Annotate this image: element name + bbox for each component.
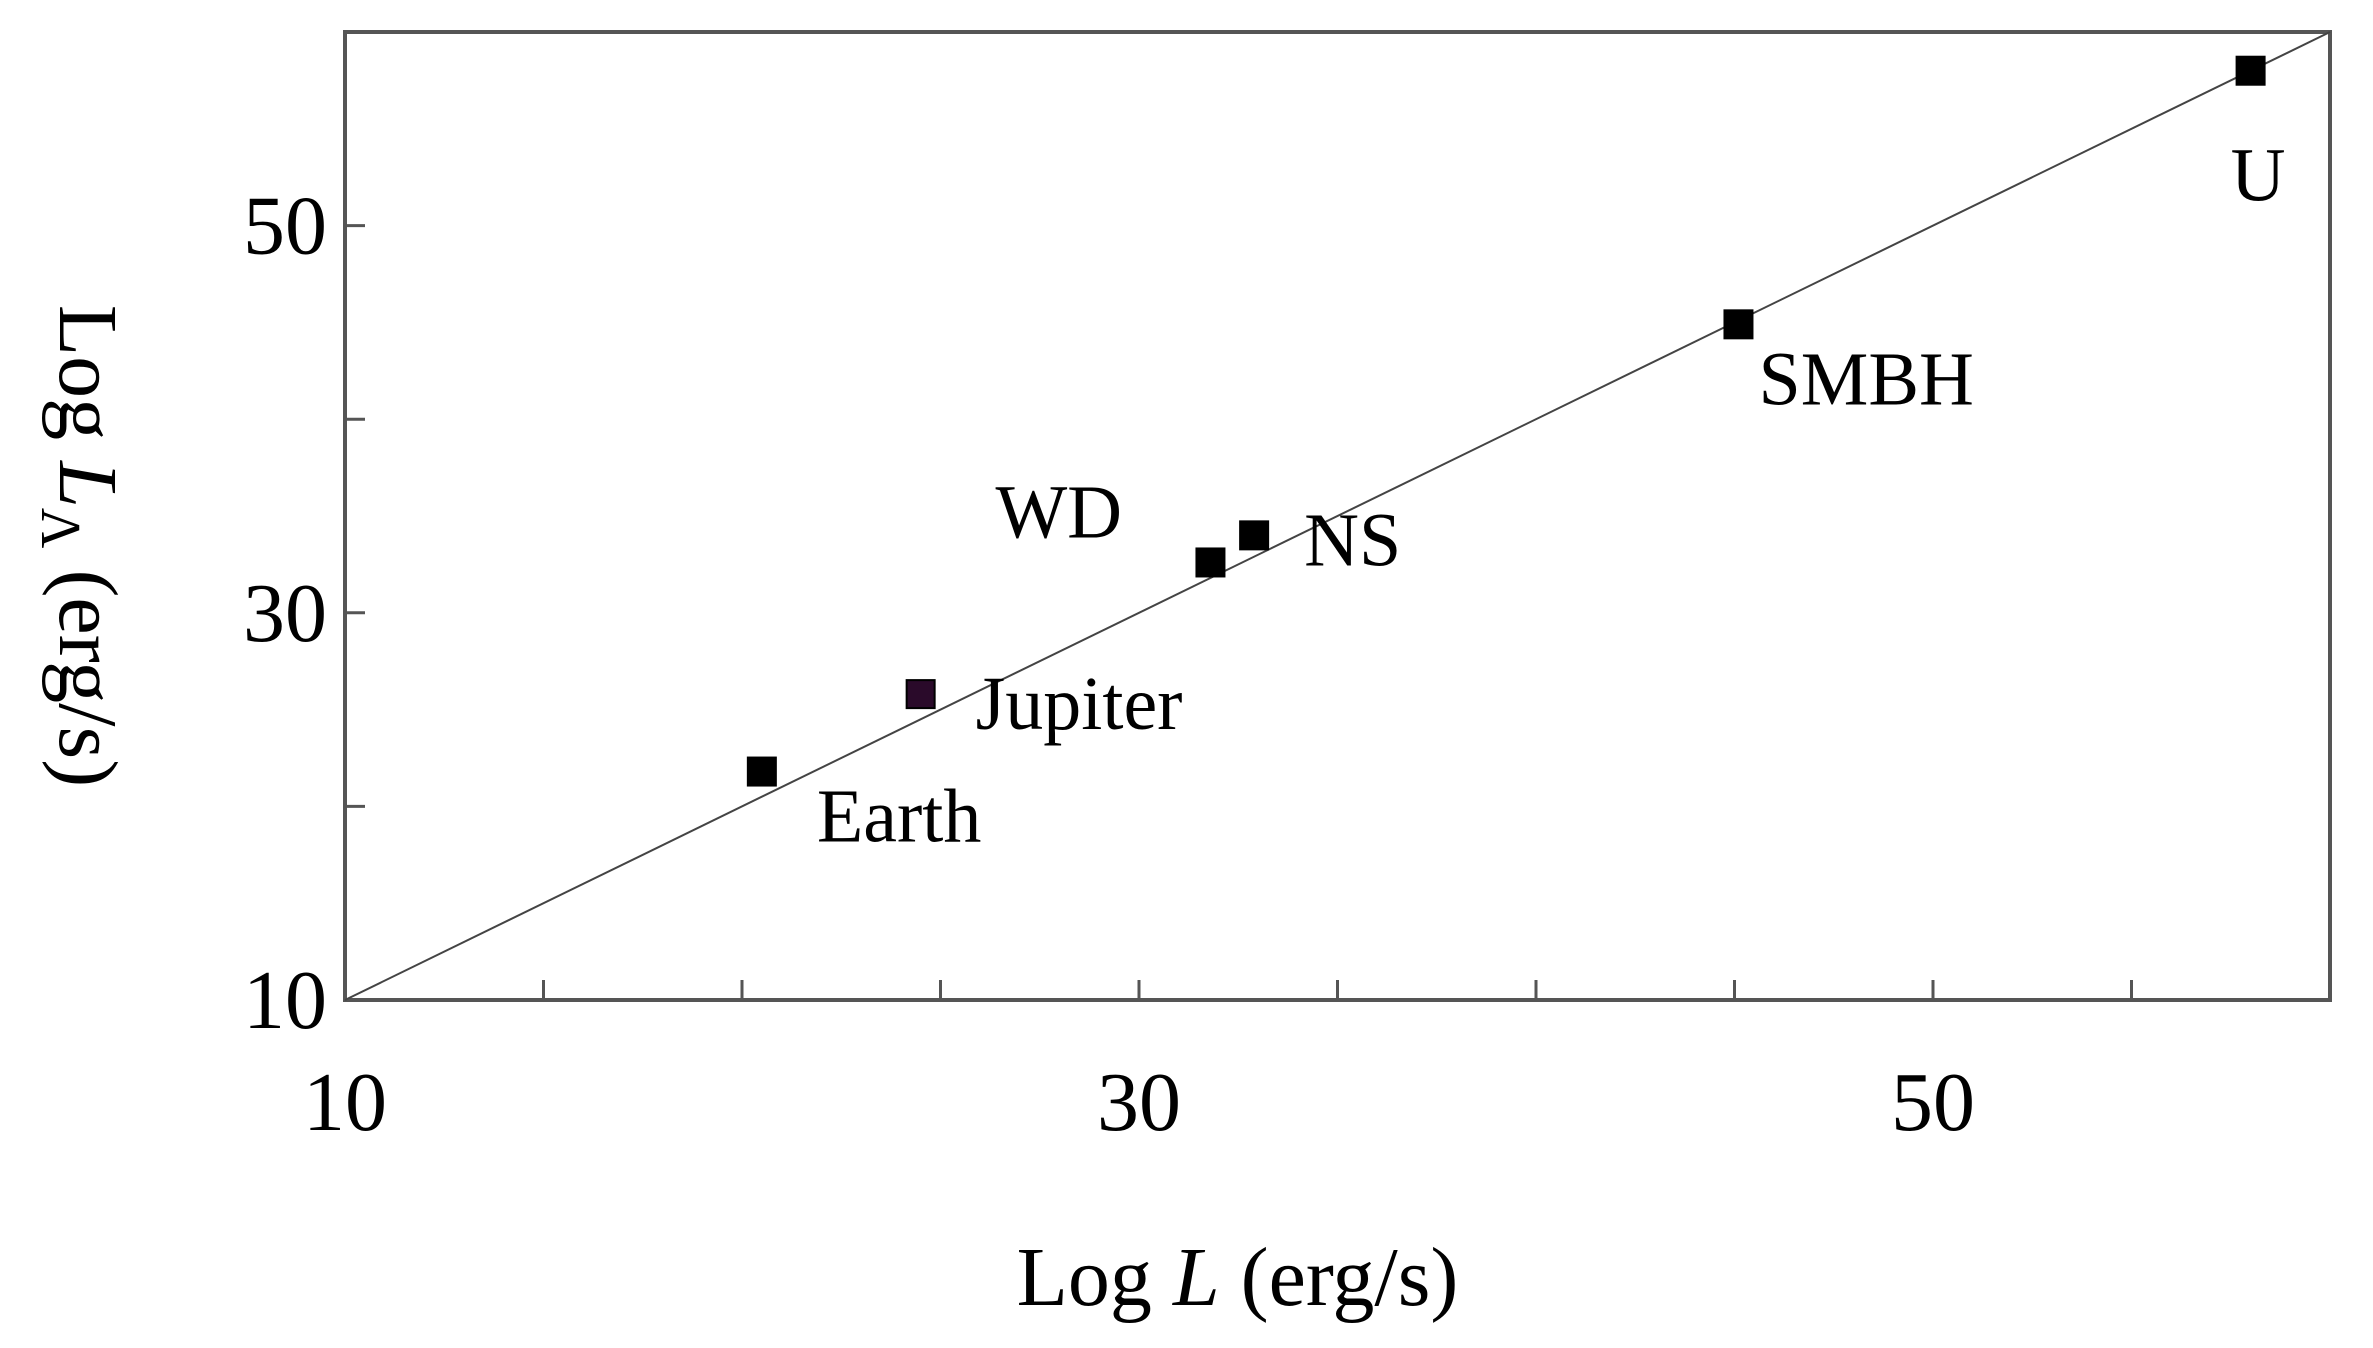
- x-tick-label: 30: [1097, 1056, 1181, 1149]
- point-label-wd: WD: [995, 470, 1122, 554]
- data-point-ns: [1239, 520, 1270, 551]
- data-point-jupiter: [905, 679, 936, 710]
- y-tick-label: 30: [243, 567, 327, 660]
- x-tick-label: 10: [303, 1056, 387, 1149]
- point-label-earth: Earth: [817, 775, 982, 859]
- x-axis-title: Log L (erg/s): [1017, 1231, 1459, 1324]
- plot-area: [343, 30, 2332, 1002]
- y-tick-label: 10: [243, 954, 327, 1047]
- point-label-u: U: [2231, 134, 2286, 218]
- point-label-jupiter: Jupiter: [976, 662, 1183, 746]
- reference-line: [344, 31, 2331, 1001]
- data-point-u: [2235, 55, 2266, 86]
- y-tick-label: 50: [243, 180, 327, 273]
- data-point-wd: [1195, 547, 1226, 578]
- y-axis-title: Log LΛ (erg/s): [29, 305, 134, 787]
- labels: 10 30 50 10 30 50 Earth Jupiter WD NS SMBH U Log L (…: [29, 134, 2285, 1324]
- point-label-smbh: SMBH: [1758, 337, 1973, 421]
- data-point-smbh: [1723, 309, 1754, 340]
- point-label-ns: NS: [1304, 498, 1401, 582]
- data-point-earth: [746, 756, 777, 787]
- x-tick-label: 50: [1891, 1056, 1975, 1149]
